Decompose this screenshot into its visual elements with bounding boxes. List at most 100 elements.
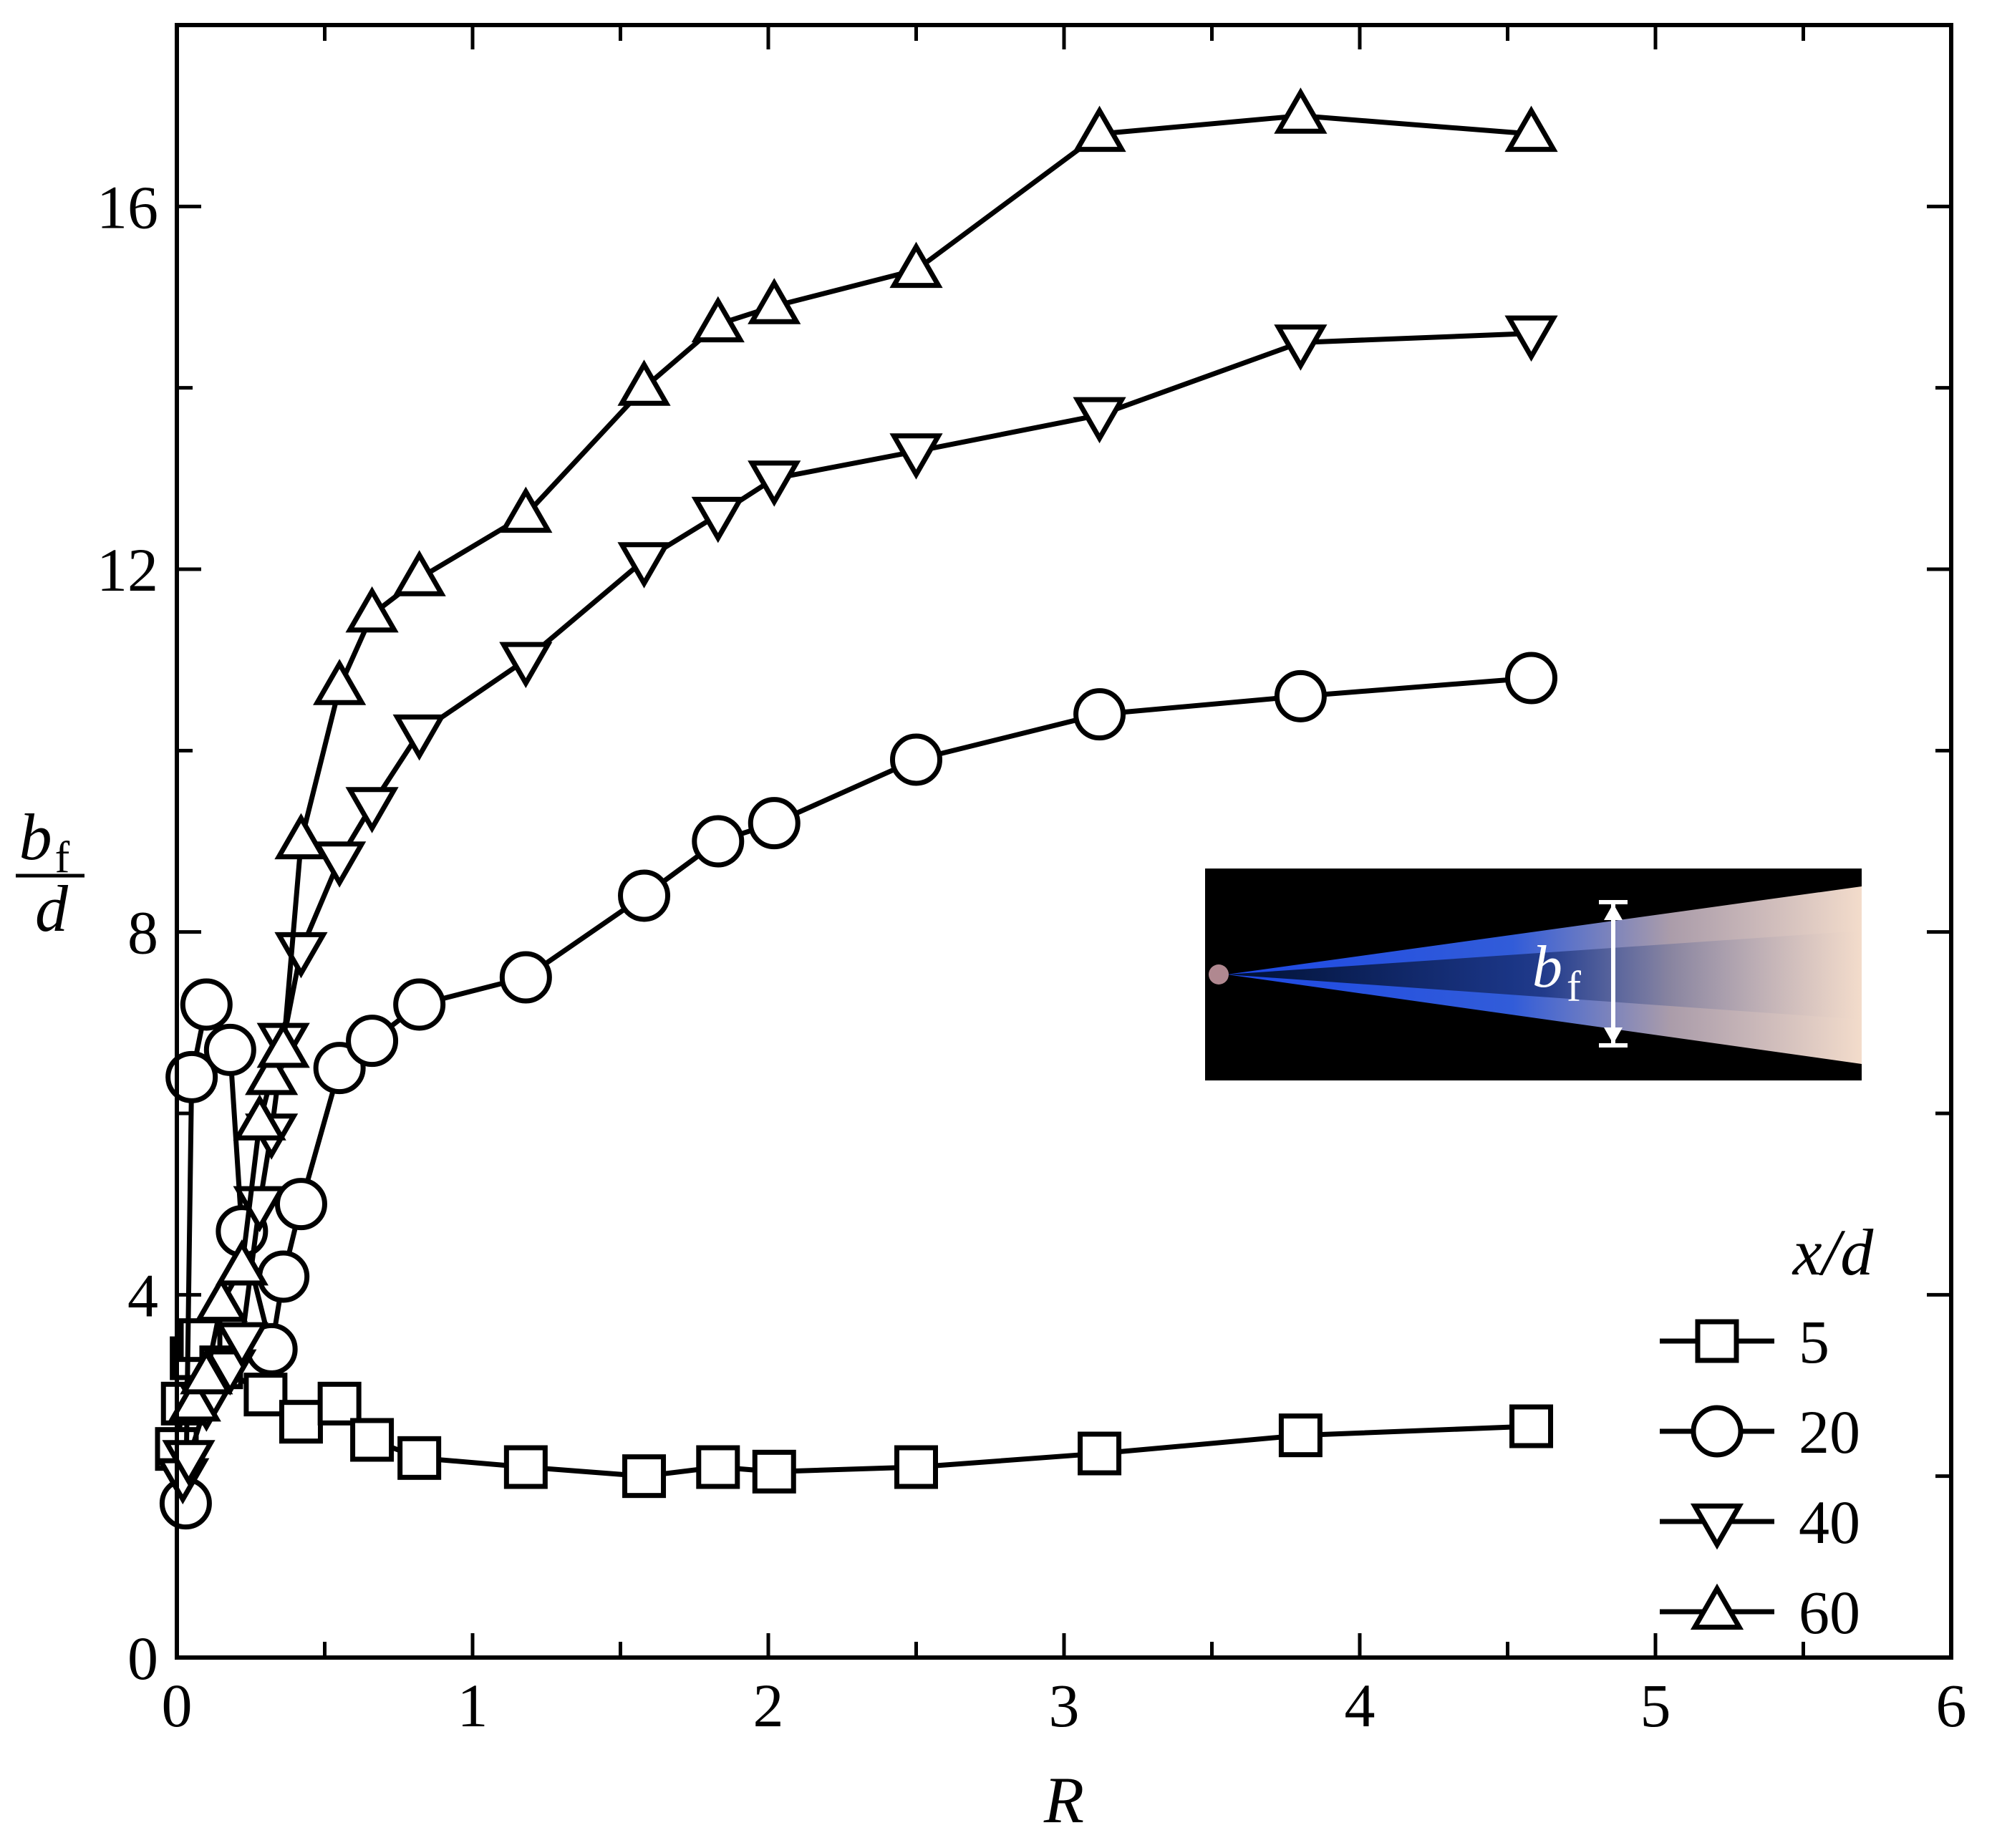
legend-item-5: 5 xyxy=(1660,1307,1829,1376)
data-point xyxy=(317,1381,362,1426)
legend: x/d 5 20 40 60 xyxy=(1660,1216,1874,1647)
inset-nozzle xyxy=(1209,964,1229,985)
y-tick-label: 16 xyxy=(97,173,158,241)
data-point xyxy=(499,951,552,1004)
legend-marker xyxy=(1691,1405,1744,1458)
data-point xyxy=(617,359,671,406)
data-point xyxy=(748,797,801,850)
data-point xyxy=(393,978,446,1031)
inset-arrow-head-top xyxy=(1604,904,1623,920)
legend-label: 5 xyxy=(1799,1307,1829,1376)
data-point xyxy=(1278,1413,1323,1458)
y-tick-label: 8 xyxy=(127,899,158,967)
data-point xyxy=(346,1015,399,1068)
data-point xyxy=(345,586,399,633)
data-point xyxy=(203,1023,256,1076)
data-point xyxy=(274,813,328,860)
data-point xyxy=(617,542,671,589)
data-point xyxy=(1509,1404,1554,1448)
legend-item-20: 20 xyxy=(1660,1398,1860,1466)
series-5 xyxy=(155,1318,1554,1499)
legend-item-40: 40 xyxy=(1660,1488,1860,1557)
data-point xyxy=(1505,652,1558,705)
x-tick-label: 6 xyxy=(1936,1671,1967,1740)
data-point xyxy=(392,714,446,761)
data-point xyxy=(499,486,553,533)
data-point xyxy=(194,1275,248,1322)
data-point xyxy=(168,1375,221,1422)
legend-marker xyxy=(1690,1503,1744,1550)
y-axis-title-denominator: d xyxy=(35,872,69,945)
y-axis-title-numerator: bf xyxy=(19,800,70,882)
data-point xyxy=(622,1454,667,1499)
data-point xyxy=(215,1239,269,1286)
data-point xyxy=(180,978,233,1031)
data-point xyxy=(499,642,553,689)
data-point xyxy=(274,1178,327,1231)
legend-item-60: 60 xyxy=(1660,1578,1860,1647)
data-point xyxy=(889,433,943,480)
data-point xyxy=(1073,688,1126,741)
data-point xyxy=(274,932,328,979)
series-60 xyxy=(168,87,1558,1422)
data-point xyxy=(345,787,399,833)
inset-arrow-head-bottom xyxy=(1604,1027,1623,1044)
x-axis-title: R xyxy=(1043,1764,1084,1837)
data-point xyxy=(313,659,367,705)
data-point xyxy=(503,1445,548,1489)
legend-title: x/d xyxy=(1792,1216,1874,1289)
data-point xyxy=(279,1400,323,1444)
legend-label: 20 xyxy=(1799,1398,1860,1466)
data-point xyxy=(1078,1431,1122,1476)
data-point xyxy=(245,1048,299,1095)
x-tick-label: 2 xyxy=(753,1671,784,1740)
data-point xyxy=(180,1348,233,1395)
data-point xyxy=(215,1322,269,1369)
data-point xyxy=(890,733,942,786)
data-point xyxy=(894,1445,938,1489)
y-axis-title: bf d xyxy=(16,800,84,945)
data-point xyxy=(256,1021,310,1068)
data-point xyxy=(392,550,446,596)
legend-items: 5 20 40 60 xyxy=(1660,1307,1860,1647)
data-point xyxy=(691,296,745,343)
legend-label: 40 xyxy=(1799,1488,1860,1557)
y-tick-label: 4 xyxy=(127,1261,158,1330)
data-point xyxy=(313,841,367,888)
x-tick-label: 5 xyxy=(1640,1671,1671,1740)
data-point xyxy=(1274,324,1328,371)
data-point xyxy=(748,278,801,324)
series-layer xyxy=(155,87,1558,1530)
data-point xyxy=(1073,397,1126,444)
y-tick-label: 12 xyxy=(97,536,158,604)
data-point xyxy=(1504,105,1558,153)
axis-ticks xyxy=(175,23,1953,1660)
legend-marker xyxy=(1690,1583,1744,1630)
y-tick-label: 0 xyxy=(127,1624,158,1693)
data-point xyxy=(257,1250,310,1303)
series-20 xyxy=(159,652,1558,1530)
data-point xyxy=(691,496,745,543)
data-point xyxy=(165,1050,218,1103)
data-point xyxy=(889,241,943,289)
plot-frame xyxy=(175,23,1953,1660)
x-tick-label: 3 xyxy=(1049,1671,1080,1740)
data-point xyxy=(618,869,671,922)
data-point xyxy=(696,1445,740,1489)
data-point xyxy=(350,1418,395,1462)
x-tick-label: 1 xyxy=(458,1671,488,1740)
data-point xyxy=(1504,315,1558,362)
data-point xyxy=(1274,87,1328,134)
data-point xyxy=(243,1373,288,1417)
legend-marker xyxy=(1695,1319,1739,1363)
inset-flame-core xyxy=(1227,931,1862,1020)
x-tick-label: 0 xyxy=(162,1671,193,1740)
data-point xyxy=(752,1449,796,1494)
data-point xyxy=(1274,669,1327,722)
data-point xyxy=(748,460,801,507)
series-line xyxy=(192,113,1532,1405)
